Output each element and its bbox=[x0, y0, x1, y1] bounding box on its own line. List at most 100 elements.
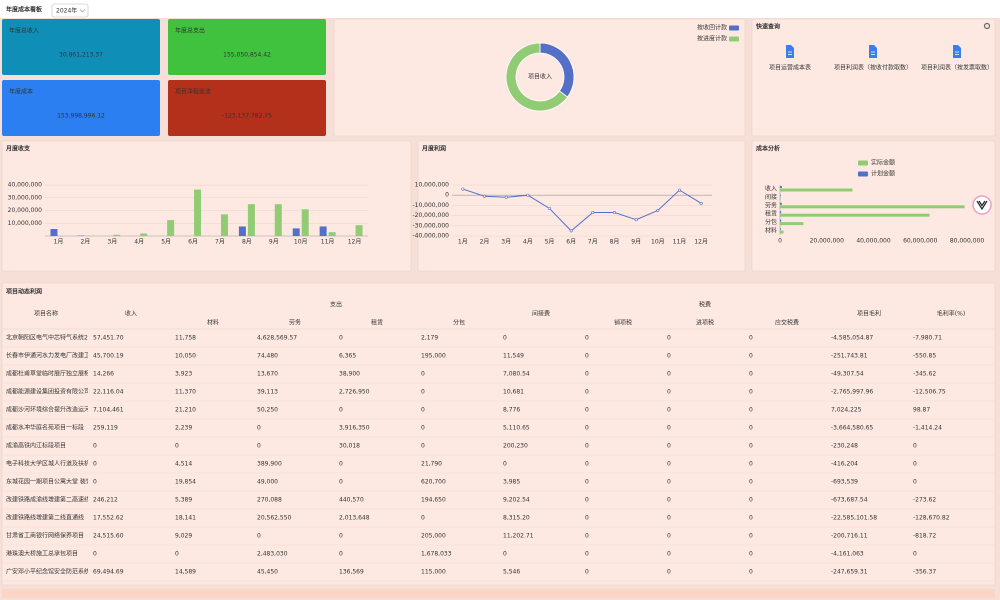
table-cell: -2,765,997.96 bbox=[831, 389, 873, 396]
table-cell: 2,239 bbox=[175, 425, 192, 432]
table-cell: 11,202.71 bbox=[503, 533, 534, 540]
quick-link[interactable]: 项目运营成本表 bbox=[769, 64, 811, 72]
table-cell: 270,088 bbox=[257, 497, 282, 504]
table-header: 项目毛利 bbox=[857, 310, 881, 318]
table-cell: 195,000 bbox=[421, 353, 446, 360]
donut-slice bbox=[505, 42, 569, 112]
bar bbox=[328, 232, 336, 236]
table-cell: 14,589 bbox=[175, 569, 196, 576]
year-select[interactable] bbox=[51, 3, 89, 18]
table-cell: 10,050 bbox=[175, 353, 196, 360]
table-cell: -49,307.54 bbox=[831, 371, 864, 378]
doc-icon-lines bbox=[955, 51, 959, 55]
bar bbox=[780, 188, 853, 192]
table-cell: 改建铁路成渝线增建第二高速线（ bbox=[6, 496, 96, 504]
table-cell: 0 bbox=[749, 425, 753, 432]
table-cell: 0 bbox=[585, 497, 589, 504]
y-tick-label: 间接 bbox=[765, 193, 777, 201]
table-cell: 2,179 bbox=[421, 335, 438, 342]
table-cell: 0 bbox=[339, 551, 343, 558]
table-cell: -230,248 bbox=[831, 443, 858, 450]
table-cell: -416,204 bbox=[831, 461, 858, 468]
table-header: 销项税 bbox=[614, 319, 632, 327]
table-cell: 长春市伊通河水力发电厂改建工程 bbox=[6, 352, 96, 360]
table-cell: 389,900 bbox=[257, 461, 282, 468]
quick-link[interactable]: 项目利润表（按发票取数） bbox=[921, 64, 993, 72]
bar bbox=[292, 228, 300, 236]
panel bbox=[333, 18, 746, 137]
table-cell: 0 bbox=[667, 479, 671, 486]
doc-icon-lines bbox=[871, 51, 875, 55]
bar bbox=[780, 186, 782, 188]
table-cell: 0 bbox=[667, 443, 671, 450]
table-cell: -693,539 bbox=[831, 479, 858, 486]
quick-link[interactable]: 项目利润表（按收付款取数） bbox=[834, 64, 912, 72]
x-tick-label: 10月 bbox=[294, 239, 308, 246]
year-select-value: 2024年 bbox=[56, 7, 77, 15]
legend-swatch bbox=[729, 36, 739, 42]
table-cell: 0 bbox=[667, 551, 671, 558]
table-cell: 115,000 bbox=[421, 569, 446, 576]
table-cell: 0 bbox=[585, 515, 589, 522]
x-tick-label: 8月 bbox=[610, 239, 620, 246]
table-cell: 24,515.60 bbox=[93, 533, 124, 540]
line-point bbox=[591, 211, 595, 215]
table-cell: -128,670.82 bbox=[913, 515, 950, 522]
x-tick-label: 60,000,000 bbox=[903, 238, 938, 245]
doc-icon-lines bbox=[788, 51, 792, 55]
table-cell: 0 bbox=[585, 389, 589, 396]
table-cell: -7,980.71 bbox=[913, 335, 942, 342]
table-header: 项目名称 bbox=[34, 310, 58, 318]
line-point bbox=[677, 188, 681, 192]
table-cell: 22,116.04 bbox=[93, 389, 124, 396]
table-cell: 19,854 bbox=[175, 479, 196, 486]
x-tick-label: 10月 bbox=[651, 239, 665, 246]
panel bbox=[1, 140, 412, 272]
settings-icon[interactable] bbox=[983, 22, 991, 30]
table-cell: 2,726,950 bbox=[339, 389, 370, 396]
table-cell: 3,923 bbox=[175, 371, 192, 378]
table-cell: 50,250 bbox=[257, 407, 278, 414]
table-header: 进项税 bbox=[696, 319, 714, 327]
table-cell: 0 bbox=[749, 443, 753, 450]
kpi-value: -123,137,782.75 bbox=[222, 113, 272, 120]
doc-icon[interactable] bbox=[953, 45, 961, 58]
table-cell: -345.62 bbox=[913, 371, 936, 378]
table-cell: 0 bbox=[667, 497, 671, 504]
bar bbox=[780, 222, 804, 226]
legend-label: 按收回计款 bbox=[697, 24, 727, 32]
table-cell: 5,389 bbox=[175, 497, 192, 504]
bar bbox=[247, 204, 255, 236]
bar bbox=[194, 189, 202, 236]
bar bbox=[780, 230, 784, 234]
table-cell: 甘肃省工商银行网络保养项目 bbox=[6, 532, 84, 540]
table-cell: 21,790 bbox=[421, 461, 442, 468]
table-cell: 30,018 bbox=[339, 443, 360, 450]
table-cell: 0 bbox=[749, 461, 753, 468]
table-cell: 69,494.69 bbox=[93, 569, 124, 576]
table-cell: 0 bbox=[749, 497, 753, 504]
table-cell: 0 bbox=[585, 461, 589, 468]
panel-title: 快速查询 bbox=[755, 23, 780, 31]
x-tick-label: 6月 bbox=[566, 239, 576, 246]
bar bbox=[140, 233, 148, 236]
legend-swatch bbox=[858, 160, 868, 166]
bar bbox=[780, 213, 930, 217]
doc-icon[interactable] bbox=[869, 45, 877, 58]
x-tick-label: 4月 bbox=[134, 239, 144, 246]
table-cell: 广安邓小平纪念馆安全防范系统维 bbox=[6, 568, 96, 576]
table-header: 毛利率(%) bbox=[937, 310, 965, 318]
doc-icon[interactable] bbox=[786, 45, 794, 58]
table-cell: 9,202.54 bbox=[503, 497, 530, 504]
table-cell: -356.37 bbox=[913, 569, 936, 576]
x-tick-label: 12月 bbox=[348, 239, 362, 246]
table-cell: 改建铁路线增建第二线直通线（成 bbox=[6, 514, 96, 522]
table-cell: 194,650 bbox=[421, 497, 446, 504]
table-cell: -3,664,580.65 bbox=[831, 425, 873, 432]
table-cell: 14,266 bbox=[93, 371, 114, 378]
table-cell: -4,585,054.87 bbox=[831, 335, 873, 342]
y-tick-label: 20,000,000 bbox=[8, 207, 43, 214]
table-cell: 74,480 bbox=[257, 353, 278, 360]
table-cell: 2,013,648 bbox=[339, 515, 370, 522]
